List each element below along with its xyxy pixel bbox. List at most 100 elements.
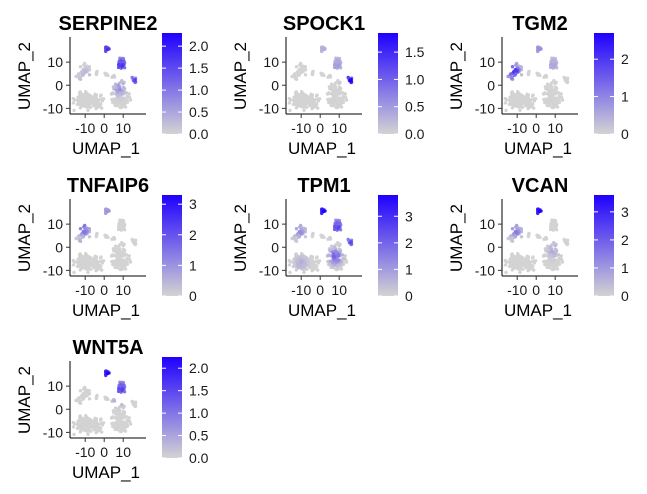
cell-point — [106, 73, 110, 78]
x-tick-label: 0 — [532, 282, 540, 298]
cell-point — [504, 108, 508, 113]
cell-point — [313, 98, 317, 102]
cell-point — [552, 258, 556, 262]
cell-point — [349, 240, 353, 244]
color-legend: 0 1 2 3 — [594, 195, 629, 304]
cell-point — [71, 101, 76, 105]
cell-point — [287, 96, 291, 101]
y-tick-label: 10 — [47, 216, 63, 232]
cell-point — [111, 91, 115, 95]
cell-point — [130, 237, 134, 242]
cell-point — [525, 92, 529, 97]
cell-point — [288, 270, 292, 275]
cell-point — [531, 97, 536, 102]
legend-tick-label: 0.5 — [189, 104, 209, 120]
cell-point — [510, 252, 514, 256]
cell-point — [99, 259, 104, 264]
cell-point — [533, 259, 538, 263]
y-axis-label: UMAP_2 — [447, 204, 466, 272]
cell-point — [97, 422, 101, 426]
cell-point — [99, 102, 103, 106]
cell-point — [317, 259, 322, 263]
x-tick-label: 0 — [532, 120, 540, 136]
y-tick-label: 0 — [487, 239, 495, 255]
cell-point — [78, 227, 83, 231]
cell-point — [548, 246, 553, 250]
cell-point — [531, 255, 535, 259]
y-tick-label: 10 — [479, 54, 495, 70]
cell-point — [550, 249, 554, 253]
x-tick-label: 10 — [547, 282, 563, 298]
cell-point — [111, 247, 116, 251]
cell-point — [84, 252, 88, 256]
cell-point — [83, 223, 87, 228]
cell-point — [120, 241, 124, 245]
cell-point — [531, 93, 535, 97]
cell-point — [113, 82, 118, 86]
cell-point — [72, 270, 76, 275]
cell-point — [333, 62, 337, 67]
cell-point — [78, 252, 82, 256]
cell-point — [123, 429, 128, 433]
color-legend: 0 1 2 3 — [378, 195, 413, 304]
x-tick-label: 10 — [115, 282, 131, 298]
legend-tick-label: 1.5 — [189, 383, 209, 399]
cell-point — [544, 237, 549, 241]
cell-point — [78, 239, 83, 243]
cell-point — [538, 235, 542, 240]
panel-title: WNT5A — [72, 337, 143, 359]
cell-point — [123, 267, 128, 271]
x-tick-label: -10 — [507, 282, 527, 298]
legend-tick-label: 2.0 — [189, 38, 209, 54]
cell-point — [125, 256, 129, 260]
cell-point — [556, 253, 561, 257]
legend-tick-label: 2 — [405, 235, 413, 251]
cell-point — [514, 68, 518, 73]
cell-point — [78, 399, 82, 404]
cell-point — [86, 108, 90, 113]
cell-point — [84, 90, 88, 94]
cell-point — [336, 64, 340, 69]
cell-point — [112, 75, 117, 79]
y-tick-label: 10 — [479, 216, 495, 232]
legend-tick-label: 1.0 — [405, 71, 425, 87]
panel-title: SPOCK1 — [283, 13, 365, 35]
legend-tick-label: 3 — [405, 208, 413, 224]
legend-gradient-bar — [378, 33, 398, 134]
y-tick-label: -10 — [43, 424, 63, 440]
cell-point — [341, 256, 345, 260]
x-axis-label: UMAP_1 — [288, 301, 356, 320]
cell-point — [95, 233, 99, 237]
cell-points — [287, 45, 354, 113]
legend-gradient-bar — [594, 195, 614, 296]
cell-point — [302, 108, 306, 113]
cell-point — [120, 420, 124, 424]
x-axis-label: UMAP_1 — [288, 139, 356, 158]
cell-point — [113, 421, 117, 425]
cell-point — [119, 383, 124, 387]
cell-point — [552, 79, 556, 83]
cell-point — [338, 221, 342, 225]
cell-points — [71, 207, 138, 275]
cell-point — [340, 253, 345, 257]
cell-point — [552, 64, 556, 69]
cell-point — [510, 227, 515, 231]
cell-point — [550, 218, 554, 222]
legend-tick-label: 2.0 — [189, 360, 209, 376]
cell-point — [334, 85, 338, 89]
cell-point — [559, 254, 563, 258]
y-tick-label: 10 — [263, 54, 279, 70]
cell-point — [518, 270, 522, 274]
cell-point — [310, 93, 315, 97]
cell-point — [329, 82, 334, 86]
cell-point — [294, 90, 298, 94]
cell-point — [543, 91, 547, 95]
x-axis-label: UMAP_1 — [504, 139, 572, 158]
y-tick-label: 0 — [271, 239, 279, 255]
cell-point — [118, 405, 122, 409]
cell-point — [537, 209, 542, 213]
cell-point — [124, 91, 129, 95]
cell-point — [546, 247, 550, 252]
cell-point — [78, 77, 83, 82]
